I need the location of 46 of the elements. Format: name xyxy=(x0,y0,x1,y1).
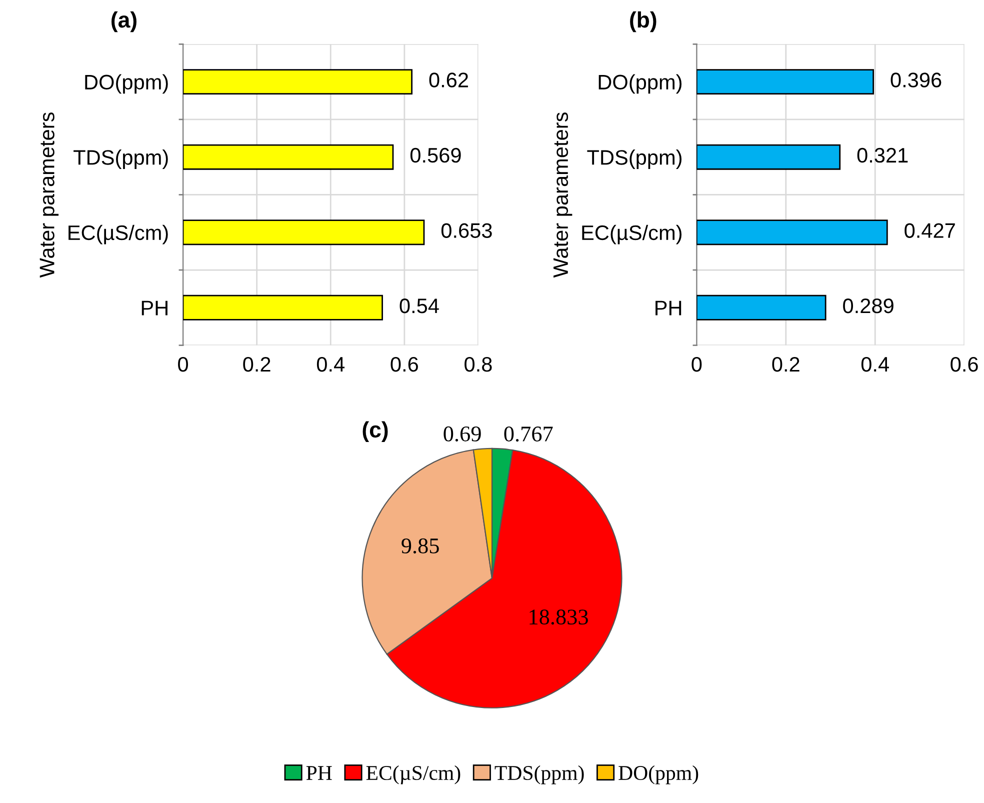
legend-label: TDS(ppm) xyxy=(494,765,584,784)
legend-label: PH xyxy=(306,766,332,780)
data-label: 0.396 xyxy=(890,72,942,88)
bar xyxy=(183,294,383,320)
data-label: 0.54 xyxy=(400,298,439,314)
x-tick-label: 0.4 xyxy=(861,356,889,372)
x-tick-label: 0 xyxy=(178,356,188,372)
y-tick-label: EC(µS/cm) xyxy=(582,224,682,244)
y-tick-label: EC(µS/cm) xyxy=(68,224,168,244)
bar xyxy=(183,220,425,246)
data-label: 0.321 xyxy=(857,148,908,163)
chart-title: (a) xyxy=(112,11,136,32)
data-label: 0.69 xyxy=(444,426,481,442)
data-label: 0.653 xyxy=(441,223,492,238)
x-tick-label: 0.2 xyxy=(772,356,800,372)
y-tick-label: DO(ppm) xyxy=(598,74,682,94)
chart-title: (b) xyxy=(630,11,656,32)
y-tick-label: PH xyxy=(142,300,168,316)
y-tick-label: DO(ppm) xyxy=(85,74,168,94)
x-tick-label: 0.2 xyxy=(243,356,270,372)
data-label: 0.569 xyxy=(410,148,461,163)
bar xyxy=(183,144,394,170)
data-label: 0.427 xyxy=(904,223,955,238)
bar xyxy=(696,220,888,246)
x-tick-label: 0.4 xyxy=(316,356,344,372)
data-label: 0.289 xyxy=(843,298,894,314)
legend-label: DO(ppm) xyxy=(618,765,698,784)
y-tick-label: TDS(ppm) xyxy=(587,150,682,169)
bar xyxy=(183,69,412,95)
y-axis-title: Water parameters xyxy=(554,112,572,278)
x-tick-label: 0 xyxy=(692,356,702,372)
y-axis-title: Water parameters xyxy=(40,112,59,278)
legend-label: EC(µS/cm) xyxy=(366,765,460,784)
x-tick-label: 0.6 xyxy=(390,356,418,372)
bar xyxy=(696,294,826,320)
y-tick-label: PH xyxy=(656,300,682,316)
data-label: 9.85 xyxy=(402,538,439,554)
data-label: 0.767 xyxy=(504,426,553,442)
bar xyxy=(696,69,874,95)
y-tick-label: TDS(ppm) xyxy=(74,150,168,169)
bar xyxy=(696,144,841,170)
chart-title: (c) xyxy=(362,421,388,442)
data-label: 18.833 xyxy=(530,610,588,625)
data-label: 0.62 xyxy=(429,72,468,88)
x-tick-label: 0.6 xyxy=(950,356,978,372)
x-tick-label: 0.8 xyxy=(464,356,492,372)
